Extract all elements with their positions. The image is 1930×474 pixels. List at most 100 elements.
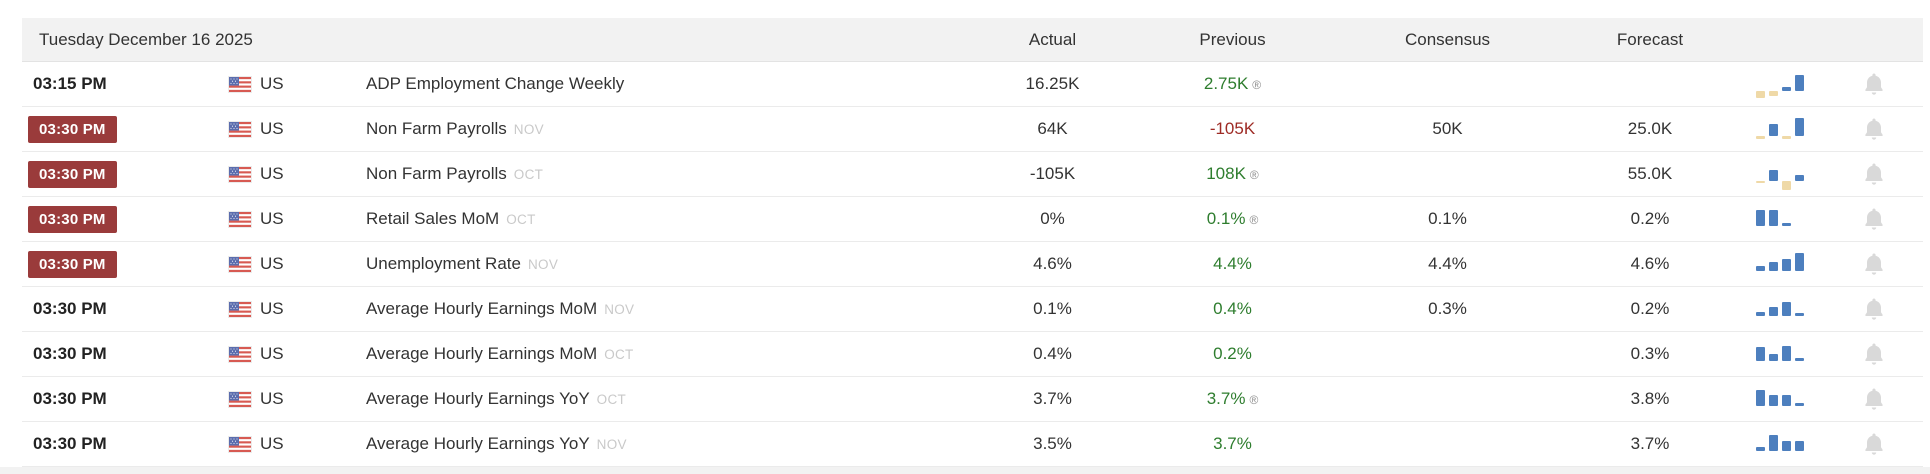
forecast-value: 0.2% xyxy=(1630,209,1670,228)
event-name: Retail Sales MoM xyxy=(366,209,500,228)
event-period-tag: NOV xyxy=(513,122,544,137)
spark-bar xyxy=(1795,253,1804,271)
sparkline-cell xyxy=(1745,337,1825,371)
us-flag-icon xyxy=(229,166,251,182)
event-time: 03:15 PM xyxy=(33,74,107,93)
event-name-link[interactable]: Average Hourly Earnings MoM NOV xyxy=(330,299,980,319)
spark-bar xyxy=(1769,170,1778,181)
event-time: 03:30 PM xyxy=(33,434,107,453)
calendar-event-row[interactable]: 03:30 PM US Average Hourly Earnings YoY OC… xyxy=(22,377,1923,422)
event-time: 03:30 PM xyxy=(33,299,107,318)
sparkline-cell xyxy=(1745,427,1825,461)
event-period-tag: NOV xyxy=(527,257,559,272)
us-flag-icon xyxy=(229,121,251,137)
forecast-value: 0.3% xyxy=(1630,344,1670,363)
revised-indicator: ® xyxy=(1249,393,1259,407)
event-name: Average Hourly Earnings MoM xyxy=(366,344,598,363)
event-name-link[interactable]: ADP Employment Change Weekly xyxy=(330,74,980,94)
us-flag-icon xyxy=(229,256,251,272)
calendar-event-row[interactable]: 03:30 PM US Non Farm Payrolls OCT -105K 108K… xyxy=(22,152,1923,197)
history-sparkline-chart[interactable] xyxy=(1756,337,1814,371)
history-sparkline-chart[interactable] xyxy=(1756,112,1814,146)
spark-bar xyxy=(1782,302,1791,316)
spark-bar xyxy=(1756,347,1765,361)
calendar-event-row[interactable]: 03:30 PM US Non Farm Payrolls NOV 64K -105K 5… xyxy=(22,107,1923,152)
actual-value: 0.1% xyxy=(1033,299,1072,318)
calendar-event-row[interactable]: 03:30 PM US Retail Sales MoM OCT 0% 0.1% ® 0.1… xyxy=(22,197,1923,242)
history-sparkline-chart[interactable] xyxy=(1756,382,1814,416)
history-sparkline-chart[interactable] xyxy=(1756,157,1814,191)
consensus-value: 50K xyxy=(1432,119,1463,138)
event-name-link[interactable]: Average Hourly Earnings YoY NOV xyxy=(330,434,980,454)
event-country: US xyxy=(185,254,330,274)
previous-value-text: 2.75K xyxy=(1203,74,1249,93)
alert-bell-icon[interactable] xyxy=(1863,162,1885,186)
previous-value-text: 0.1% xyxy=(1206,209,1246,228)
event-country: US xyxy=(185,209,330,229)
event-name-link[interactable]: Average Hourly Earnings MoM OCT xyxy=(330,344,980,364)
history-sparkline-chart[interactable] xyxy=(1756,202,1814,236)
event-period-tag: OCT xyxy=(596,392,627,407)
spark-bar xyxy=(1795,403,1804,406)
previous-value: 0.1% ® xyxy=(1125,209,1340,229)
event-name-link[interactable]: Unemployment Rate NOV xyxy=(330,254,980,274)
sparkline-cell xyxy=(1745,112,1825,146)
country-code: US xyxy=(260,209,284,228)
history-sparkline-chart[interactable] xyxy=(1756,247,1814,281)
spark-bar xyxy=(1756,91,1765,98)
calendar-event-row[interactable]: 03:30 PM US Average Hourly Earnings YoY NO… xyxy=(22,422,1923,467)
bell-cell xyxy=(1825,432,1923,456)
column-header-previous: Previous xyxy=(1199,29,1266,49)
bell-cell xyxy=(1825,252,1923,276)
history-sparkline-chart[interactable] xyxy=(1756,427,1814,461)
history-sparkline-chart[interactable] xyxy=(1756,292,1814,326)
event-country: US xyxy=(185,74,330,94)
event-name-link[interactable]: Average Hourly Earnings YoY OCT xyxy=(330,389,980,409)
column-header-forecast: Forecast xyxy=(1616,29,1684,49)
spark-bar xyxy=(1782,223,1791,226)
event-name-link[interactable]: Non Farm Payrolls NOV xyxy=(330,119,980,139)
alert-bell-icon[interactable] xyxy=(1863,117,1885,141)
next-section-band xyxy=(0,467,1930,474)
spark-bar xyxy=(1769,395,1778,406)
forecast-value: 25.0K xyxy=(1627,119,1673,138)
bell-cell xyxy=(1825,207,1923,231)
calendar-event-row[interactable]: 03:15 PM US ADP Employment Change Weekly 1… xyxy=(22,62,1923,107)
event-name-link[interactable]: Non Farm Payrolls OCT xyxy=(330,164,980,184)
history-sparkline-chart[interactable] xyxy=(1756,67,1814,101)
sparkline-cell xyxy=(1745,67,1825,101)
event-period-tag: NOV xyxy=(604,302,635,317)
sparkline-cell xyxy=(1745,202,1825,236)
us-flag-icon xyxy=(229,211,251,227)
calendar-event-row[interactable]: 03:30 PM US Average Hourly Earnings MoM OC… xyxy=(22,332,1923,377)
alert-bell-icon[interactable] xyxy=(1863,72,1885,96)
calendar-event-row[interactable]: 03:30 PM US Unemployment Rate NOV 4.6% 4.4% 4… xyxy=(22,242,1923,287)
alert-bell-icon[interactable] xyxy=(1863,252,1885,276)
alert-bell-icon[interactable] xyxy=(1863,297,1885,321)
alert-bell-icon[interactable] xyxy=(1863,207,1885,231)
country-code: US xyxy=(260,389,284,408)
column-header-actual: Actual xyxy=(1028,29,1077,49)
event-country: US xyxy=(185,299,330,319)
spark-bar xyxy=(1782,259,1791,271)
forecast-value: 55.0K xyxy=(1627,164,1673,183)
event-name: Non Farm Payrolls xyxy=(366,164,507,183)
alert-bell-icon[interactable] xyxy=(1863,432,1885,456)
forecast-value: 0.2% xyxy=(1630,299,1670,318)
event-name: Non Farm Payrolls xyxy=(366,119,507,138)
event-time: 03:30 PM xyxy=(22,160,185,188)
sparkline-cell xyxy=(1745,382,1825,416)
actual-value: 64K xyxy=(1037,119,1068,138)
bell-cell xyxy=(1825,72,1923,96)
event-country: US xyxy=(185,434,330,454)
previous-value: 3.7% xyxy=(1125,434,1340,454)
event-time: 03:30 PM xyxy=(33,389,107,408)
calendar-event-row[interactable]: 03:30 PM US Average Hourly Earnings MoM NO… xyxy=(22,287,1923,332)
alert-bell-icon[interactable] xyxy=(1863,342,1885,366)
consensus-value: 4.4% xyxy=(1428,254,1467,273)
spark-bar xyxy=(1795,313,1804,316)
spark-bar xyxy=(1769,262,1778,271)
alert-bell-icon[interactable] xyxy=(1863,387,1885,411)
spark-bar xyxy=(1756,210,1765,226)
event-name-link[interactable]: Retail Sales MoM OCT xyxy=(330,209,980,229)
